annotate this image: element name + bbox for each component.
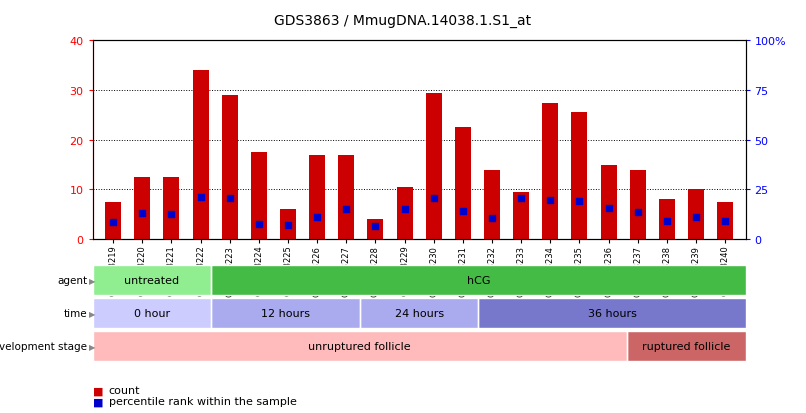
Bar — [484, 170, 500, 240]
Text: ruptured follicle: ruptured follicle — [642, 342, 730, 351]
Point — [398, 206, 411, 213]
Point — [660, 218, 673, 225]
Point — [544, 197, 557, 204]
Bar — [397, 188, 413, 240]
Bar — [164, 178, 180, 240]
Bar — [688, 190, 704, 240]
Bar — [513, 192, 530, 240]
Bar — [193, 71, 209, 240]
Text: 36 hours: 36 hours — [588, 309, 637, 318]
Text: unruptured follicle: unruptured follicle — [309, 342, 411, 351]
Point — [515, 196, 528, 202]
Bar — [600, 165, 617, 240]
Bar — [629, 170, 646, 240]
Point — [602, 206, 615, 212]
Point — [165, 211, 178, 218]
Point — [106, 219, 119, 226]
Bar — [368, 220, 384, 240]
Text: count: count — [109, 385, 140, 395]
Bar — [339, 155, 355, 240]
Bar — [426, 93, 442, 240]
Bar — [251, 153, 267, 240]
Text: hCG: hCG — [467, 275, 490, 285]
Text: ▶: ▶ — [89, 342, 95, 351]
Text: untreated: untreated — [124, 275, 180, 285]
Text: 12 hours: 12 hours — [261, 309, 310, 318]
Point — [194, 195, 207, 201]
Point — [369, 223, 382, 230]
Text: time: time — [64, 309, 87, 318]
Text: agent: agent — [57, 275, 87, 285]
Point — [252, 221, 265, 228]
Point — [223, 196, 236, 202]
Text: ▶: ▶ — [89, 309, 95, 318]
Text: percentile rank within the sample: percentile rank within the sample — [109, 396, 297, 406]
Bar — [571, 113, 588, 240]
Bar — [135, 178, 150, 240]
Point — [631, 209, 644, 216]
Text: 0 hour: 0 hour — [134, 309, 170, 318]
Point — [310, 214, 323, 221]
Text: GDS3863 / MmugDNA.14038.1.S1_at: GDS3863 / MmugDNA.14038.1.S1_at — [274, 14, 532, 28]
Bar — [280, 210, 296, 240]
Text: ■: ■ — [93, 396, 103, 406]
Text: development stage: development stage — [0, 342, 87, 351]
Point — [690, 214, 703, 221]
Bar — [222, 96, 238, 240]
Point — [281, 222, 294, 229]
Point — [485, 216, 498, 222]
Bar — [717, 202, 733, 240]
Point — [340, 206, 353, 213]
Bar — [309, 155, 325, 240]
Point — [573, 199, 586, 205]
Point — [456, 209, 469, 215]
Bar — [542, 103, 559, 240]
Text: 24 hours: 24 hours — [395, 309, 443, 318]
Text: ▶: ▶ — [89, 276, 95, 285]
Point — [135, 211, 148, 217]
Text: ■: ■ — [93, 385, 103, 395]
Bar — [659, 200, 675, 240]
Bar — [455, 128, 471, 240]
Point — [427, 196, 440, 202]
Bar — [105, 202, 121, 240]
Point — [719, 218, 732, 225]
